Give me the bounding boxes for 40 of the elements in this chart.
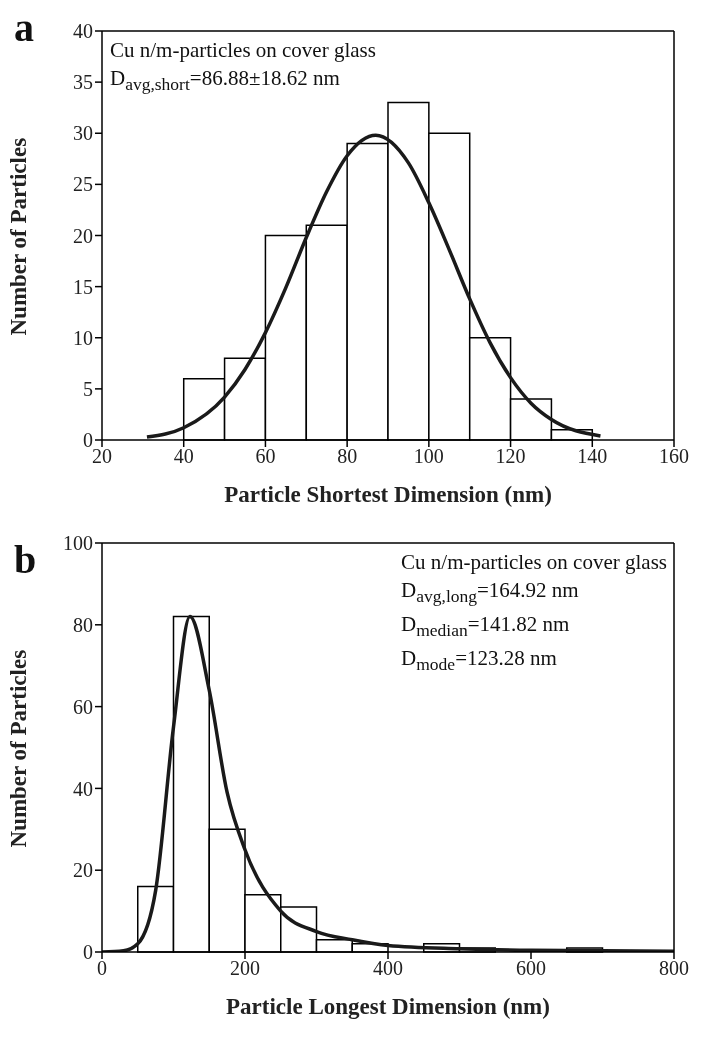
y-tick-label: 0 xyxy=(83,941,93,964)
y-tick-label: 10 xyxy=(73,326,93,349)
x-tick-label: 80 xyxy=(337,445,358,468)
y-tick-label: 5 xyxy=(83,377,93,400)
annotation: D$_{median}$=141.82 nm xyxy=(401,611,571,643)
x-tick-label: 160 xyxy=(659,445,689,468)
x-tick-label: 140 xyxy=(577,445,608,468)
line-series xyxy=(145,133,603,439)
y-axis-title: Number of Particles xyxy=(6,649,32,848)
y-tick-label: 20 xyxy=(73,224,93,247)
annotation: D$_{avg,short}$=86.88±18.62 nm xyxy=(110,65,341,97)
y-tick-label: 0 xyxy=(83,429,93,452)
x-tick-label: 200 xyxy=(230,957,260,980)
x-tick-label: 800 xyxy=(659,957,689,980)
y-tick-label: 80 xyxy=(73,613,93,636)
annotation: Cu n/m-particles on cover glass xyxy=(401,549,667,576)
x-axis-title: Particle Longest Dimension (nm) xyxy=(226,994,550,1019)
text: b xyxy=(14,537,37,582)
x-tick-label: 0 xyxy=(97,957,107,980)
x-axis-title: Particle Shortest Dimension (nm) xyxy=(224,482,552,507)
x-tick-label: 100 xyxy=(413,445,444,468)
y-tick-label: 100 xyxy=(63,532,93,555)
y-tick-label: 20 xyxy=(73,859,93,882)
text: a xyxy=(14,5,34,50)
annotation: Cu n/m-particles on cover glass xyxy=(110,37,376,64)
y-tick-label: 15 xyxy=(73,275,93,298)
x-tick-label: 40 xyxy=(173,445,194,468)
x-tick-label: 400 xyxy=(373,957,403,980)
y-axis-title: Number of Particles xyxy=(6,137,32,336)
y-tick-label: 35 xyxy=(73,71,93,94)
x-tick-label: 60 xyxy=(255,445,276,468)
annotation: D$_{avg,long}$=164.92 nm xyxy=(401,577,580,609)
y-tick-label: 40 xyxy=(73,777,93,800)
y-tick-label: 60 xyxy=(73,695,93,718)
x-tick-label: 120 xyxy=(495,445,526,468)
y-tick-label: 25 xyxy=(73,173,93,196)
x-tick-label: 600 xyxy=(516,957,546,980)
annotation: D$_{mode}$=123.28 nm xyxy=(401,645,558,677)
y-tick-label: 40 xyxy=(73,20,93,43)
y-tick-label: 30 xyxy=(73,122,93,145)
